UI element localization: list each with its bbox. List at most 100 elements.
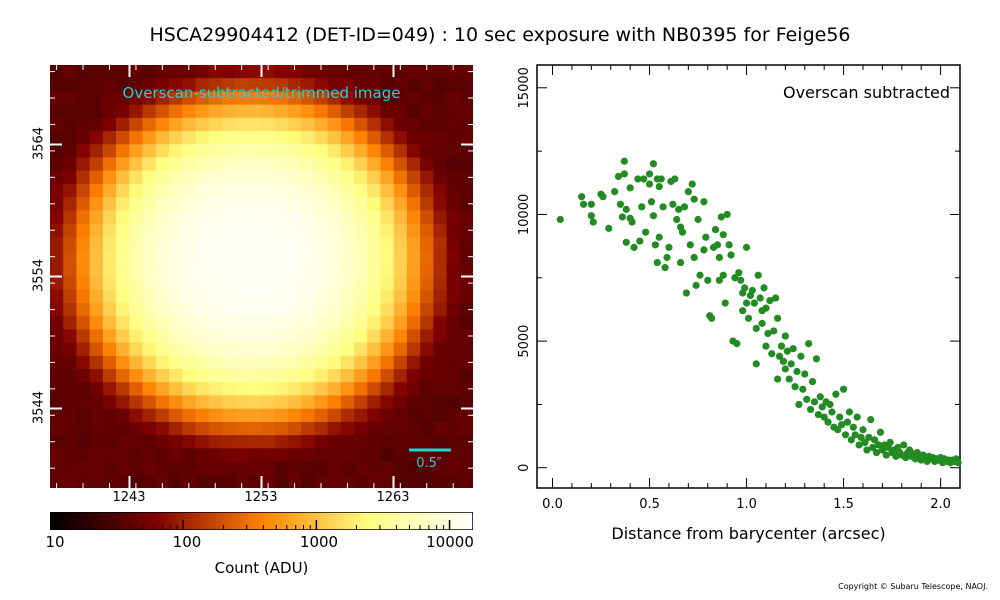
data-point: [708, 314, 716, 322]
image-pixel: [248, 382, 263, 397]
image-pixel: [354, 157, 368, 172]
image-pixel: [63, 91, 78, 106]
image-pixel: [116, 329, 130, 344]
image-pixel: [182, 144, 197, 159]
image-pixel: [195, 448, 210, 463]
image-pixel: [420, 78, 434, 93]
image-pixel: [274, 250, 289, 264]
image-pixel: [287, 355, 302, 370]
data-point: [655, 233, 663, 241]
data-point: [589, 218, 597, 226]
image-pixel: [50, 395, 64, 410]
data-point: [760, 284, 768, 292]
image-pixel: [261, 183, 276, 198]
image-pixel: [50, 461, 64, 476]
image-pixel: [354, 369, 368, 383]
data-point: [678, 228, 687, 236]
image-pixel: [248, 104, 263, 119]
image-pixel: [261, 289, 276, 304]
image-pixel: [142, 369, 157, 383]
image-pixel: [406, 170, 421, 185]
image-pixel: [155, 302, 170, 317]
image-pixel: [63, 65, 78, 79]
image-pixel: [274, 144, 289, 159]
image-pixel: [76, 78, 91, 93]
x-tick-label: 2.0: [930, 497, 951, 512]
image-pixel: [274, 342, 289, 357]
image-pixel: [314, 250, 329, 264]
image-pixel: [129, 91, 144, 106]
image-pixel: [274, 276, 289, 291]
image-pixel: [208, 276, 223, 291]
image-pixel: [393, 210, 408, 225]
image-pixel: [287, 395, 302, 410]
data-point: [700, 246, 708, 254]
image-pixel: [314, 236, 329, 251]
image-pixel: [340, 78, 355, 93]
data-point: [766, 296, 774, 305]
image-pixel: [287, 448, 302, 463]
data-point: [649, 160, 658, 168]
image-pixel: [221, 250, 236, 264]
image-pixel: [142, 210, 157, 225]
image-pixel: [248, 474, 263, 488]
image-pixel: [221, 197, 236, 212]
image-pixel: [393, 276, 408, 291]
image-pixel: [102, 91, 117, 106]
image-pixel: [208, 342, 223, 357]
image-pixel: [380, 355, 395, 370]
image-pixel: [155, 474, 170, 488]
image-pixel: [380, 382, 395, 397]
image-pixel: [459, 329, 473, 344]
image-pixel: [433, 223, 448, 238]
image-pixel: [406, 157, 421, 172]
image-pixel: [301, 461, 315, 476]
image-pixel: [393, 289, 408, 304]
image-pixel: [327, 448, 342, 463]
image-pixel: [393, 329, 408, 344]
image-pixel: [314, 131, 329, 145]
image-pixel: [168, 91, 183, 106]
image-pixel: [393, 474, 408, 488]
image-pixel: [102, 316, 117, 330]
image-pixel: [314, 91, 329, 106]
scatter-plot-area: 0.0 0.5 1.0 1.5 2.0 0 5000 10000 15000: [517, 64, 962, 512]
image-pixel: [248, 276, 263, 291]
image-pixel: [261, 65, 276, 79]
image-pixel: [116, 342, 130, 357]
image-pixel: [367, 183, 382, 198]
image-pixel: [287, 197, 302, 212]
image-pixel: [142, 104, 157, 119]
image-pixel: [340, 65, 355, 79]
image-pixel: [235, 408, 249, 423]
image-pixel: [433, 104, 448, 119]
data-point: [587, 212, 595, 220]
image-pixel: [261, 329, 276, 344]
image-pixel: [63, 448, 78, 463]
data-point: [754, 271, 762, 279]
image-pixel: [248, 421, 263, 436]
image-pixel: [380, 289, 395, 304]
image-pixel: [367, 461, 382, 476]
data-point: [805, 340, 813, 348]
image-pixel: [89, 474, 104, 488]
image-pixel: [182, 117, 197, 132]
image-pixel: [221, 382, 236, 397]
image-pixel: [116, 408, 130, 423]
image-pixel: [340, 369, 355, 383]
image-pixel: [76, 223, 91, 238]
image-pixel: [76, 131, 91, 145]
image-pixel: [142, 170, 157, 185]
image-pixel: [116, 448, 130, 463]
data-point: [772, 294, 780, 302]
image-pixel: [393, 236, 408, 251]
image-pixel: [287, 117, 302, 132]
image-pixel: [195, 263, 210, 278]
image-pixel: [287, 289, 302, 304]
image-pixel: [129, 236, 144, 251]
image-pixel: [76, 342, 91, 357]
image-pixel: [116, 355, 130, 370]
image-pixel: [76, 276, 91, 291]
image-pixel: [142, 276, 157, 291]
image-pixel: [380, 421, 395, 436]
